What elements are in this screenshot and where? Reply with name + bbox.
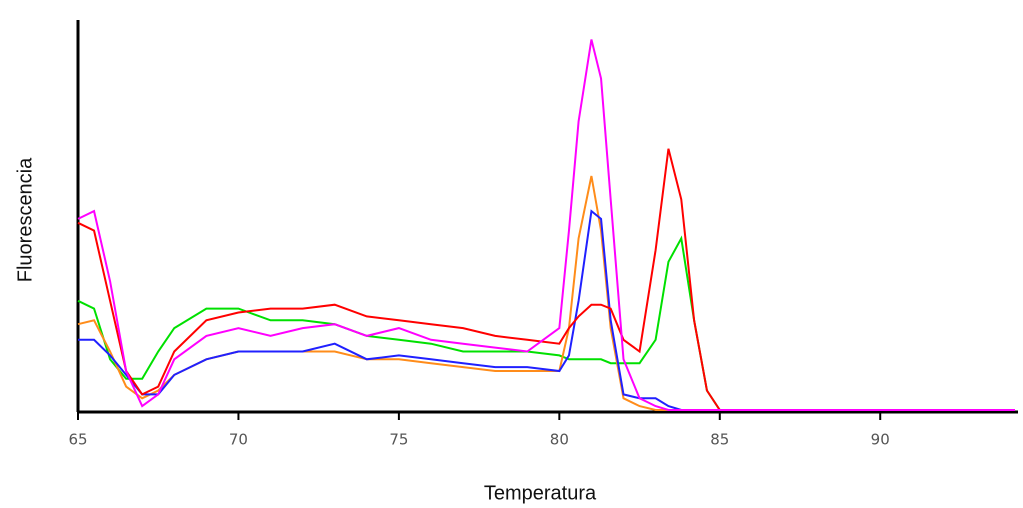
series-line bbox=[77, 148, 1015, 411]
series-line bbox=[77, 39, 1015, 411]
x-tick-label: 90 bbox=[871, 431, 890, 449]
x-tick-label: 75 bbox=[389, 431, 408, 449]
y-axis-title: Fluorescencia bbox=[14, 157, 36, 282]
x-tick-label: 70 bbox=[229, 431, 248, 449]
series-line bbox=[77, 175, 1015, 411]
x-tick-label: 80 bbox=[550, 431, 569, 449]
series-line bbox=[78, 209, 1015, 411]
x-axis-title: Temperatura bbox=[484, 482, 597, 504]
x-tick-label: 65 bbox=[68, 431, 87, 449]
x-tick-label: 85 bbox=[710, 431, 729, 449]
series-line bbox=[77, 235, 1015, 411]
